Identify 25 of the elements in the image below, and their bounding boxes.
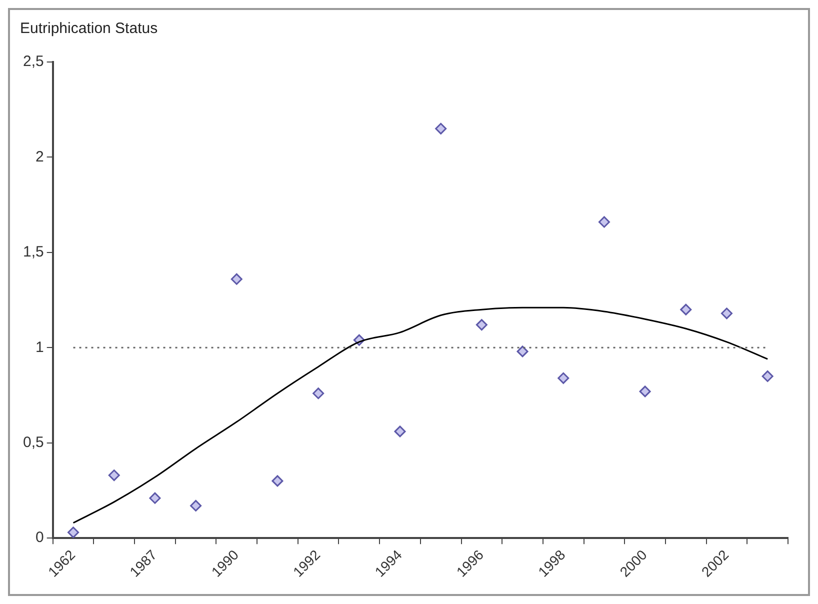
point bbox=[598, 216, 610, 228]
point bbox=[476, 319, 488, 331]
point bbox=[720, 308, 732, 320]
y-tick-label: 1,5 bbox=[22, 244, 44, 261]
point bbox=[68, 526, 80, 538]
point bbox=[394, 426, 406, 438]
point bbox=[516, 346, 528, 358]
y-tick-label: 0,5 bbox=[22, 434, 44, 452]
point bbox=[435, 122, 447, 134]
y-tick-label: 0 bbox=[36, 529, 44, 546]
y-tick-label: 1 bbox=[36, 338, 44, 356]
point bbox=[190, 500, 202, 512]
point bbox=[230, 273, 242, 285]
point bbox=[272, 475, 284, 487]
point bbox=[312, 388, 324, 400]
point bbox=[680, 304, 692, 316]
point bbox=[639, 386, 651, 398]
chart-title: Eutriphication Status bbox=[20, 20, 158, 38]
y-tick-label: 2,5 bbox=[22, 53, 44, 70]
line-series bbox=[72, 306, 768, 524]
point bbox=[108, 470, 120, 482]
y-tick-label: 2 bbox=[36, 148, 44, 166]
point bbox=[762, 370, 774, 382]
point bbox=[149, 492, 161, 504]
point bbox=[558, 372, 570, 384]
